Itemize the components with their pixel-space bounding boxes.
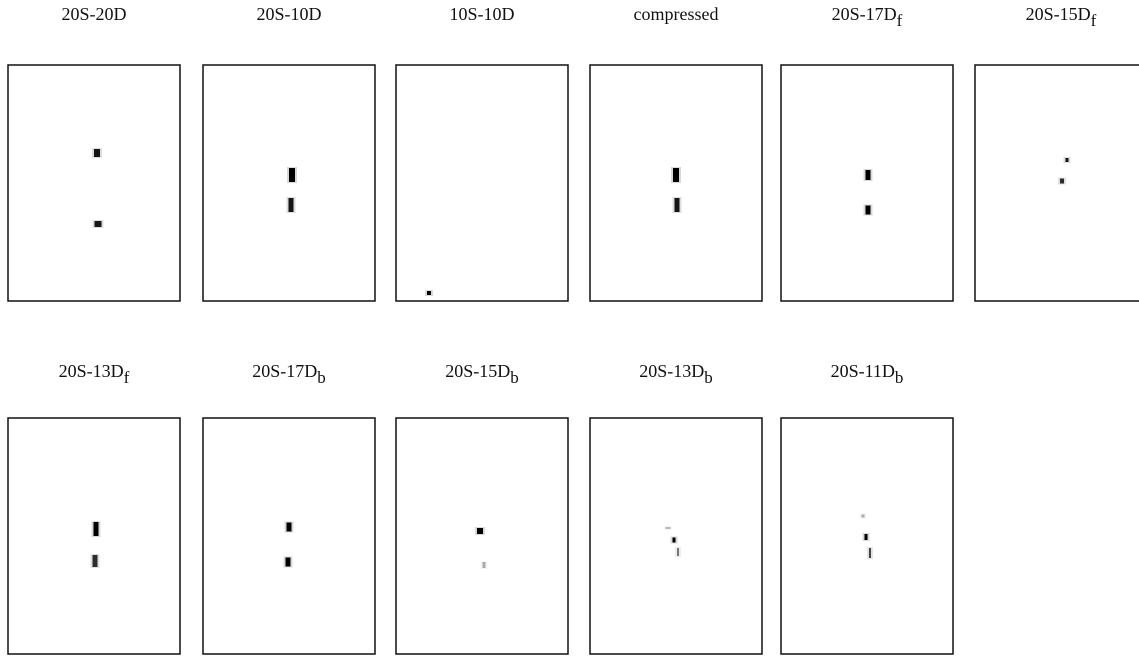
label-text: 20S-13D xyxy=(639,361,704,381)
panel-label: compressed xyxy=(634,4,719,24)
label-subscript: b xyxy=(704,368,713,387)
spot-halo xyxy=(93,220,104,228)
spot-halo xyxy=(671,167,681,183)
spot-halo xyxy=(1058,178,1066,185)
label-text: 20S-15D xyxy=(445,361,510,381)
panel: 20S-15Df xyxy=(975,4,1139,301)
panel-frame xyxy=(396,418,568,654)
spot-halo xyxy=(92,521,101,537)
panel-frame xyxy=(8,65,180,301)
label-text: 20S-17D xyxy=(832,4,897,24)
panel-frame xyxy=(781,65,953,301)
panel: 10S-10D xyxy=(396,4,568,301)
spot-halo xyxy=(1064,157,1071,163)
panel-frame xyxy=(590,418,762,654)
panel-label: 20S-17Db xyxy=(252,361,326,387)
figure: 20S-20D20S-10D10S-10Dcompressed20S-17Df2… xyxy=(0,0,1139,658)
spot-halo xyxy=(864,205,873,216)
label-text: compressed xyxy=(634,4,719,24)
label-text: 20S-20D xyxy=(61,4,126,24)
spot-halo xyxy=(864,169,873,181)
panel-label: 20S-20D xyxy=(61,4,126,24)
label-text: 20S-15D xyxy=(1026,4,1091,24)
label-subscript: b xyxy=(895,368,904,387)
label-text: 20S-13D xyxy=(59,361,124,381)
spot-halo xyxy=(425,290,433,296)
panel-label: 20S-15Db xyxy=(445,361,519,387)
spot-halo xyxy=(673,197,682,213)
spot-halo xyxy=(860,514,867,519)
spot-halo xyxy=(287,167,297,183)
spot-halo xyxy=(671,537,678,544)
panel: 20S-11Db xyxy=(781,361,953,654)
label-text: 20S-11D xyxy=(831,361,895,381)
spot-halo xyxy=(675,547,681,557)
label-text: 10S-10D xyxy=(449,4,514,24)
panel: 20S-13Df xyxy=(8,361,180,654)
spot-halo xyxy=(287,197,296,213)
spot-halo xyxy=(867,547,873,559)
label-subscript: b xyxy=(510,368,519,387)
label-subscript: f xyxy=(124,368,130,387)
panel-label: 20S-13Db xyxy=(639,361,713,387)
label-text: 20S-10D xyxy=(256,4,321,24)
panel-label: 20S-17Df xyxy=(832,4,903,30)
spot-halo xyxy=(92,148,102,158)
panel: 20S-10D xyxy=(203,4,375,301)
panel: 20S-17Df xyxy=(781,4,953,301)
spot-halo xyxy=(91,554,100,568)
spot-halo xyxy=(284,557,293,568)
spot-halo xyxy=(481,561,488,569)
label-subscript: f xyxy=(897,11,903,30)
spot-halo xyxy=(664,526,673,530)
label-text: 20S-17D xyxy=(252,361,317,381)
spot-halo xyxy=(475,527,485,535)
label-subscript: b xyxy=(317,368,326,387)
panel-frame xyxy=(975,65,1139,301)
panel-frame xyxy=(203,418,375,654)
label-subscript: f xyxy=(1091,11,1097,30)
panel-label: 20S-13Df xyxy=(59,361,130,387)
panel: 20S-20D xyxy=(8,4,180,301)
spot-halo xyxy=(863,533,870,541)
panel-label: 10S-10D xyxy=(449,4,514,24)
panel: compressed xyxy=(590,4,762,301)
panel-label: 20S-11Db xyxy=(831,361,904,387)
panel-frame xyxy=(396,65,568,301)
panel-label: 20S-15Df xyxy=(1026,4,1097,30)
panel: 20S-17Db xyxy=(203,361,375,654)
panel: 20S-15Db xyxy=(396,361,568,654)
spot-halo xyxy=(285,522,294,533)
panel: 20S-13Db xyxy=(590,361,762,654)
panel-label: 20S-10D xyxy=(256,4,321,24)
